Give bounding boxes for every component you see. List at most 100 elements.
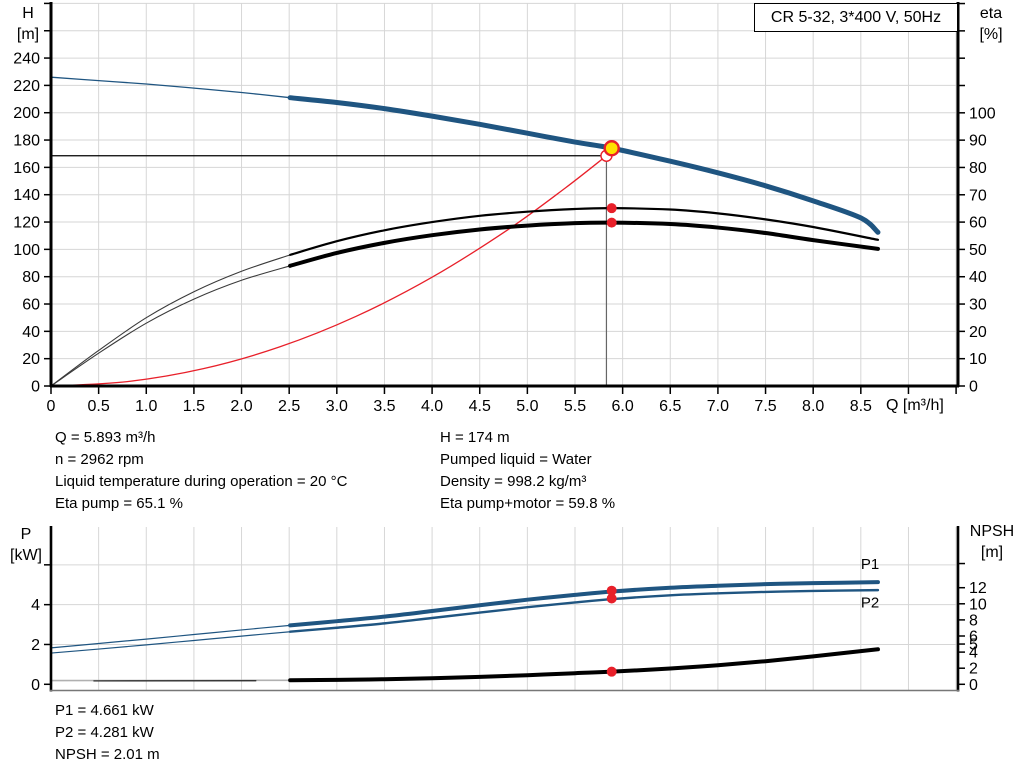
duty-dot (606, 666, 617, 677)
left-tick-label: 2 (31, 637, 40, 654)
system-curve (50, 155, 608, 387)
x-tick-label: 0.5 (88, 398, 110, 415)
eta-pump-motor-thin (50, 265, 291, 387)
qh-curve-thin (50, 76, 291, 99)
x-tick-label: 4.0 (421, 398, 443, 415)
left-tick-label: 100 (13, 242, 40, 259)
h-axis-label: H [m] (16, 5, 40, 43)
x-tick-label: 6.5 (659, 398, 681, 415)
info-eta-pump-motor: Eta pump+motor = 59.8 % (440, 495, 616, 512)
right-tick-label: 70 (969, 187, 987, 204)
info-p1: P1 = 4.661 kW (55, 702, 154, 719)
p2-curve-thin (50, 631, 291, 654)
left-tick-label: 20 (22, 351, 40, 368)
curve-label-p1: P1 (861, 556, 879, 573)
right-tick-label: 4 (969, 645, 978, 662)
x-tick-label: 5.0 (516, 398, 538, 415)
x-tick-label: 3.0 (326, 398, 348, 415)
x-tick-label: 2.0 (230, 398, 252, 415)
left-tick-label: 120 (13, 215, 40, 232)
series-0 (50, 76, 881, 387)
left-tick-label: 60 (22, 297, 40, 314)
left-tick-label: 240 (13, 51, 40, 68)
left-tick-label: 40 (22, 324, 40, 341)
right-tick-label: 60 (969, 215, 987, 232)
npsh-curve (288, 647, 880, 683)
info-pumped-liquid: Pumped liquid = Water (440, 451, 592, 468)
right-tick-label: 40 (969, 269, 987, 286)
duty-info-right: H = 174 m Pumped liquid = Water Density … (440, 427, 820, 515)
left-tick-label: 200 (13, 105, 40, 122)
duty-guides (51, 148, 608, 386)
right-tick-label: 6 (969, 628, 978, 645)
info-liquid-temp: Liquid temperature during operation = 20… (55, 473, 348, 490)
ticks-0: 0 20 40 60 80 100 120 140 160 180 200 220 240 0 10 20 30… (13, 2, 996, 415)
right-tick-label: 20 (969, 324, 987, 341)
x-tick-label: 7.5 (754, 398, 776, 415)
series-1 (50, 580, 880, 683)
right-tick-label: 90 (969, 133, 987, 150)
left-tick-label: 0 (31, 379, 40, 396)
right-tick-label: 50 (969, 242, 987, 259)
q-axis-label: Q [m³/h] (886, 397, 944, 414)
x-tick-label: 8.0 (802, 398, 824, 415)
info-eta-pump: Eta pump = 65.1 % (55, 495, 183, 512)
x-tick-label: 2.5 (278, 398, 300, 415)
left-tick-label: 140 (13, 187, 40, 204)
eta-duty-dot (606, 203, 617, 214)
x-tick-label: 6.0 (612, 398, 634, 415)
axes-0 (49, 2, 960, 388)
info-head: H = 174 m (440, 429, 510, 446)
right-tick-label: 5 (969, 637, 978, 654)
duty-dot (606, 593, 617, 604)
left-tick-label: 80 (22, 269, 40, 286)
npsh-axis-label: NPSH [m] (969, 523, 1015, 561)
operating-point-marker[interactable] (603, 140, 620, 157)
info-speed: n = 2962 rpm (55, 451, 144, 468)
p1-curve-thin (50, 624, 291, 649)
right-tick-label: 0 (969, 379, 978, 396)
p1-curve (288, 580, 880, 628)
x-tick-label: 8.5 (850, 398, 872, 415)
info-npsh: NPSH = 2.01 m (55, 746, 160, 763)
left-tick-label: 4 (31, 597, 40, 614)
p-axis-label: P [kW] (10, 526, 42, 564)
right-tick-label: 30 (969, 297, 987, 314)
p2-curve (288, 588, 880, 633)
x-tick-label: 0 (47, 398, 56, 415)
axes-1 (49, 526, 960, 692)
right-tick-label: 100 (969, 105, 996, 122)
eta-pump-motor (288, 220, 880, 268)
right-tick-label: 80 (969, 160, 987, 177)
right-tick-label: 2 (969, 661, 978, 678)
duty-info-left: Q = 5.893 m³/h n = 2962 rpm Liquid tempe… (55, 427, 435, 515)
eta-duty-dot (606, 217, 617, 228)
x-tick-label: 7.0 (707, 398, 729, 415)
right-tick-label: 10 (969, 596, 987, 613)
x-tick-label: 1.5 (183, 398, 205, 415)
x-tick-label: 3.5 (373, 398, 395, 415)
eta-axis-label: eta [%] (979, 5, 1003, 43)
info-flow: Q = 5.893 m³/h (55, 429, 156, 446)
eta-pump (289, 207, 880, 256)
right-tick-label: 8 (969, 612, 978, 629)
power-info-block: P1 = 4.661 kW P2 = 4.281 kW NPSH = 2.01 … (55, 700, 435, 766)
markers-0 (600, 140, 620, 228)
eta-pump-thin (50, 254, 291, 387)
left-tick-label: 160 (13, 160, 40, 177)
right-tick-label: 10 (969, 351, 987, 368)
markers-1: P1 P2 (606, 556, 879, 677)
right-tick-label: 0 (969, 677, 978, 694)
pump-title-box: CR 5-32, 3*400 V, 50Hz (754, 3, 958, 32)
left-tick-label: 0 (31, 677, 40, 694)
left-tick-label: 220 (13, 78, 40, 95)
duty-dot (606, 585, 617, 596)
qh-curve (287, 95, 881, 235)
grid-0 (51, 2, 958, 386)
info-density: Density = 998.2 kg/m³ (440, 473, 587, 490)
info-p2: P2 = 4.281 kW (55, 724, 154, 741)
right-tick-label: 12 (969, 580, 987, 597)
